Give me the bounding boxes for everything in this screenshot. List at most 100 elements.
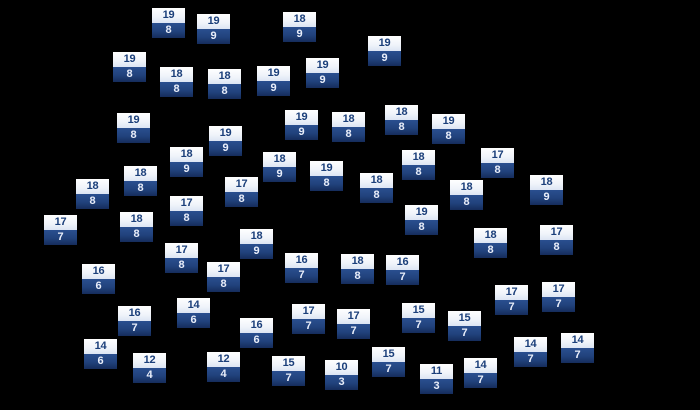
data-tile[interactable]: 17 8 <box>170 196 203 226</box>
data-tile[interactable]: 17 7 <box>542 282 575 312</box>
data-tile[interactable]: 14 7 <box>514 337 547 367</box>
data-tile[interactable]: 16 7 <box>285 253 318 283</box>
tile-top-value: 19 <box>117 113 150 128</box>
data-tile[interactable]: 15 7 <box>402 303 435 333</box>
data-tile[interactable]: 15 7 <box>372 347 405 377</box>
data-tile[interactable]: 19 9 <box>285 110 318 140</box>
data-tile[interactable]: 17 8 <box>225 177 258 207</box>
tile-top-value: 18 <box>160 67 193 82</box>
data-tile[interactable]: 15 7 <box>272 356 305 386</box>
tile-top-value: 12 <box>133 353 166 368</box>
tile-bottom-value: 9 <box>240 244 273 259</box>
tile-bottom-value: 8 <box>310 176 343 191</box>
data-tile[interactable]: 19 8 <box>152 8 185 38</box>
tile-top-value: 19 <box>197 14 230 29</box>
data-tile[interactable]: 18 8 <box>160 67 193 97</box>
tile-bottom-value: 9 <box>197 29 230 44</box>
data-tile[interactable]: 10 3 <box>325 360 358 390</box>
data-tile[interactable]: 12 4 <box>207 352 240 382</box>
data-tile[interactable]: 11 3 <box>420 364 453 394</box>
data-tile[interactable]: 18 8 <box>208 69 241 99</box>
data-tile[interactable]: 19 9 <box>368 36 401 66</box>
data-tile[interactable]: 19 9 <box>209 126 242 156</box>
tile-top-value: 18 <box>208 69 241 84</box>
data-tile[interactable]: 18 9 <box>263 152 296 182</box>
data-tile[interactable]: 17 7 <box>495 285 528 315</box>
data-tile[interactable]: 18 8 <box>450 180 483 210</box>
data-tile[interactable]: 18 8 <box>360 173 393 203</box>
data-tile[interactable]: 14 6 <box>177 298 210 328</box>
data-tile[interactable]: 19 8 <box>117 113 150 143</box>
tile-top-value: 17 <box>170 196 203 211</box>
data-tile[interactable]: 18 8 <box>341 254 374 284</box>
tile-top-value: 16 <box>82 264 115 279</box>
data-tile[interactable]: 19 8 <box>432 114 465 144</box>
data-tile[interactable]: 19 9 <box>257 66 290 96</box>
data-tile[interactable]: 18 8 <box>120 212 153 242</box>
data-tile[interactable]: 14 7 <box>561 333 594 363</box>
data-tile[interactable]: 15 7 <box>448 311 481 341</box>
tile-top-value: 18 <box>450 180 483 195</box>
data-tile[interactable]: 16 7 <box>386 255 419 285</box>
tile-bottom-value: 8 <box>481 163 514 178</box>
tile-bottom-value: 9 <box>368 51 401 66</box>
data-tile[interactable]: 18 8 <box>124 166 157 196</box>
data-tile[interactable]: 18 8 <box>402 150 435 180</box>
tile-top-value: 16 <box>285 253 318 268</box>
tile-top-value: 18 <box>283 12 316 27</box>
data-tile[interactable]: 19 9 <box>306 58 339 88</box>
tile-bottom-value: 8 <box>450 195 483 210</box>
data-tile[interactable]: 18 9 <box>283 12 316 42</box>
tile-top-value: 18 <box>120 212 153 227</box>
tile-top-value: 19 <box>285 110 318 125</box>
data-tile[interactable]: 14 7 <box>464 358 497 388</box>
tile-top-value: 18 <box>332 112 365 127</box>
data-tile[interactable]: 16 6 <box>240 318 273 348</box>
tile-bottom-value: 8 <box>165 258 198 273</box>
tile-top-value: 15 <box>402 303 435 318</box>
data-tile[interactable]: 17 7 <box>292 304 325 334</box>
tile-bottom-value: 7 <box>386 270 419 285</box>
data-tile[interactable]: 18 9 <box>170 147 203 177</box>
tile-bottom-value: 6 <box>177 313 210 328</box>
data-tile[interactable]: 19 8 <box>310 161 343 191</box>
data-tile[interactable]: 18 8 <box>76 179 109 209</box>
tile-top-value: 18 <box>76 179 109 194</box>
tile-bottom-value: 8 <box>360 188 393 203</box>
data-tile[interactable]: 17 8 <box>207 262 240 292</box>
data-tile[interactable]: 19 8 <box>113 52 146 82</box>
data-tile[interactable]: 18 9 <box>240 229 273 259</box>
data-tile[interactable]: 17 7 <box>337 309 370 339</box>
data-tile[interactable]: 17 8 <box>165 243 198 273</box>
data-tile[interactable]: 17 7 <box>44 215 77 245</box>
tile-bottom-value: 8 <box>432 129 465 144</box>
data-tile[interactable]: 14 6 <box>84 339 117 369</box>
data-tile[interactable]: 18 8 <box>385 105 418 135</box>
data-tile[interactable]: 16 7 <box>118 306 151 336</box>
tile-top-value: 17 <box>207 262 240 277</box>
data-tile[interactable]: 19 9 <box>197 14 230 44</box>
data-tile[interactable]: 19 8 <box>405 205 438 235</box>
tile-top-value: 11 <box>420 364 453 379</box>
tile-top-value: 19 <box>152 8 185 23</box>
data-tile[interactable]: 12 4 <box>133 353 166 383</box>
data-tile[interactable]: 17 8 <box>540 225 573 255</box>
tile-bottom-value: 7 <box>448 326 481 341</box>
tile-top-value: 17 <box>337 309 370 324</box>
data-tile[interactable]: 16 6 <box>82 264 115 294</box>
tile-bottom-value: 9 <box>209 141 242 156</box>
tile-top-value: 18 <box>263 152 296 167</box>
tile-top-value: 18 <box>360 173 393 188</box>
tile-bottom-value: 8 <box>405 220 438 235</box>
tile-bottom-value: 7 <box>285 268 318 283</box>
data-tile[interactable]: 18 8 <box>474 228 507 258</box>
tile-bottom-value: 8 <box>117 128 150 143</box>
data-tile[interactable]: 17 8 <box>481 148 514 178</box>
data-tile[interactable]: 18 8 <box>332 112 365 142</box>
tile-bottom-value: 8 <box>385 120 418 135</box>
tile-bottom-value: 7 <box>372 362 405 377</box>
tile-bottom-value: 7 <box>464 373 497 388</box>
data-tile[interactable]: 18 9 <box>530 175 563 205</box>
tile-bottom-value: 9 <box>263 167 296 182</box>
